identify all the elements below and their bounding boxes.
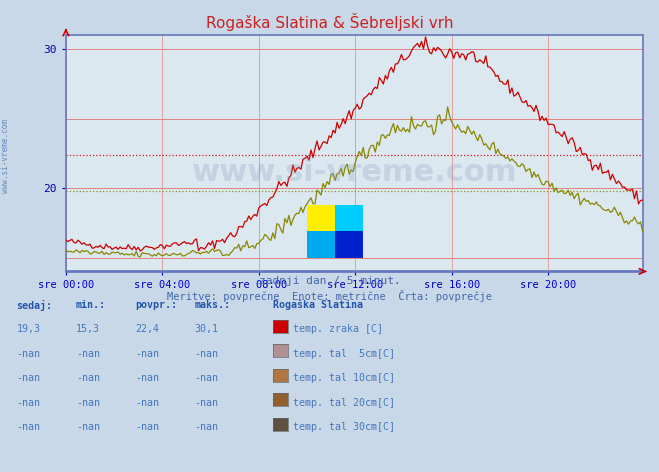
Text: -nan: -nan [76, 349, 100, 359]
Text: -nan: -nan [76, 422, 100, 432]
Text: sedaj:: sedaj: [16, 300, 53, 311]
Text: temp. tal 10cm[C]: temp. tal 10cm[C] [293, 373, 395, 383]
Text: -nan: -nan [135, 373, 159, 383]
Text: Meritve: povprečne  Enote: metrične  Črta: povprečje: Meritve: povprečne Enote: metrične Črta:… [167, 290, 492, 302]
Text: temp. tal  5cm[C]: temp. tal 5cm[C] [293, 349, 395, 359]
Text: www.si-vreme.com: www.si-vreme.com [1, 119, 10, 193]
Text: zadnji dan / 5 minut.: zadnji dan / 5 minut. [258, 276, 401, 286]
Text: -nan: -nan [76, 373, 100, 383]
Text: -nan: -nan [194, 349, 218, 359]
Text: -nan: -nan [76, 398, 100, 408]
Text: -nan: -nan [16, 349, 40, 359]
Bar [335, 205, 363, 231]
Text: temp. tal 20cm[C]: temp. tal 20cm[C] [293, 398, 395, 408]
Text: maks.:: maks.: [194, 300, 231, 310]
Text: -nan: -nan [135, 398, 159, 408]
Text: Rogaška Slatina: Rogaška Slatina [273, 300, 364, 310]
Text: -nan: -nan [16, 373, 40, 383]
Text: -nan: -nan [16, 398, 40, 408]
Text: -nan: -nan [194, 422, 218, 432]
Text: -nan: -nan [194, 398, 218, 408]
Text: -nan: -nan [194, 373, 218, 383]
Bar [335, 231, 363, 258]
Text: -nan: -nan [135, 422, 159, 432]
Text: www.si-vreme.com: www.si-vreme.com [192, 158, 517, 187]
Text: 15,3: 15,3 [76, 324, 100, 334]
Text: -nan: -nan [135, 349, 159, 359]
Text: temp. zraka [C]: temp. zraka [C] [293, 324, 384, 334]
Bar [307, 205, 335, 231]
Text: 19,3: 19,3 [16, 324, 40, 334]
Text: Rogaška Slatina & Šebreljski vrh: Rogaška Slatina & Šebreljski vrh [206, 13, 453, 31]
Bar [307, 231, 335, 258]
Text: temp. tal 30cm[C]: temp. tal 30cm[C] [293, 422, 395, 432]
Text: -nan: -nan [16, 422, 40, 432]
Text: povpr.:: povpr.: [135, 300, 177, 310]
Text: min.:: min.: [76, 300, 106, 310]
Text: 30,1: 30,1 [194, 324, 218, 334]
Text: 22,4: 22,4 [135, 324, 159, 334]
